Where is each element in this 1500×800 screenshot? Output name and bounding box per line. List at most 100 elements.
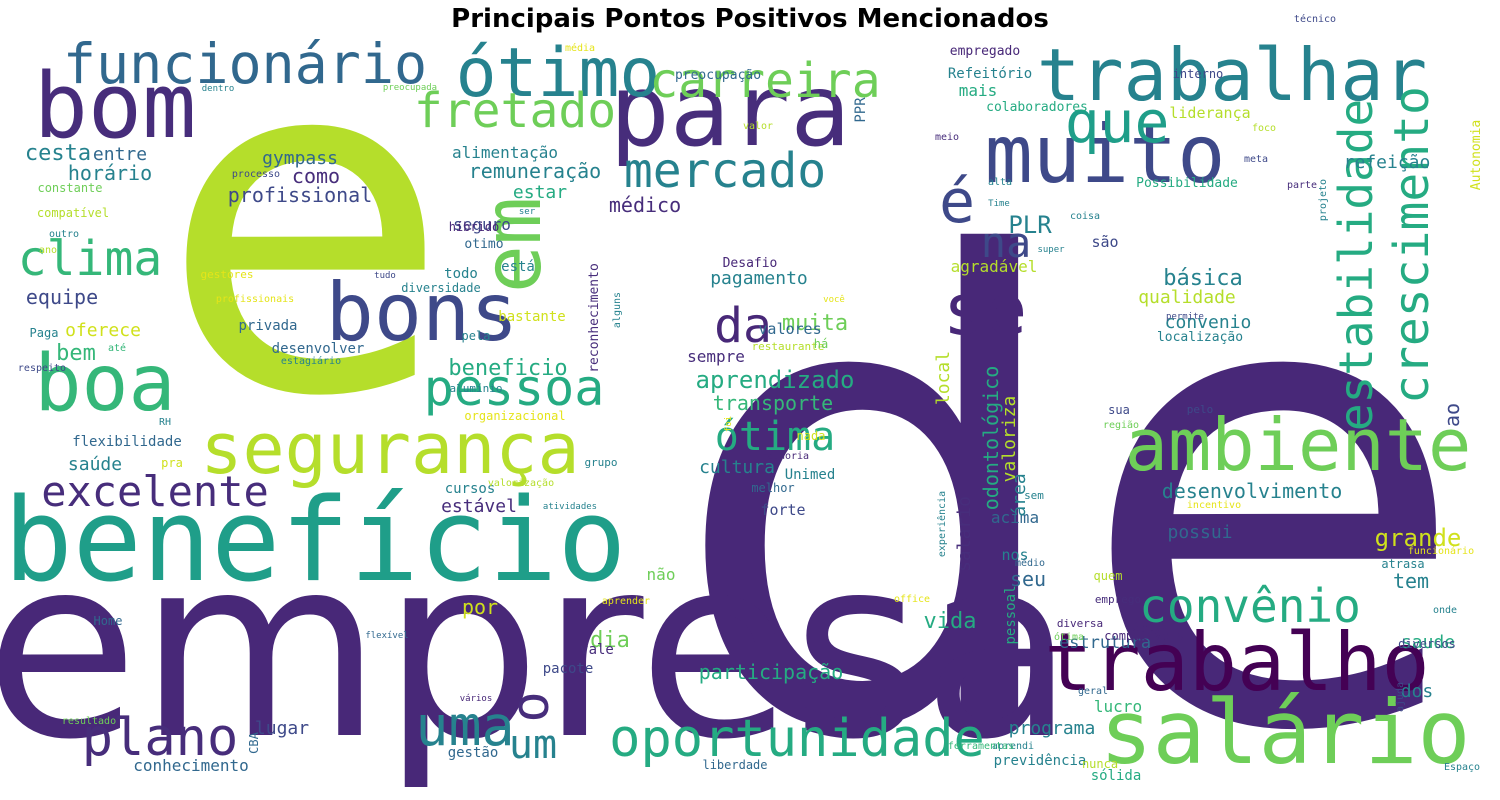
cloud-word: gympass — [262, 148, 338, 169]
cloud-word: melhor — [751, 481, 794, 495]
cloud-word: salário — [1100, 681, 1471, 784]
cloud-word: quem — [1094, 569, 1123, 583]
cloud-word: estagiário — [281, 355, 341, 367]
cloud-word: onde — [1433, 605, 1457, 616]
cloud-word: preocupada — [383, 83, 437, 93]
cloud-word: remuneração — [469, 159, 601, 183]
cloud-word: flexibilidade — [72, 434, 182, 450]
cloud-word: estável — [441, 496, 517, 517]
cloud-word: bem — [56, 341, 96, 366]
cloud-word: alta — [988, 177, 1012, 188]
cloud-word: meio — [935, 132, 959, 143]
cloud-word: valorização — [488, 478, 554, 489]
cloud-word: sem — [1024, 489, 1044, 502]
cloud-word: participação — [699, 660, 844, 684]
cloud-word: saúde — [68, 454, 122, 475]
cloud-word: convenio — [1165, 312, 1252, 333]
cloud-word: coisa — [1070, 211, 1100, 222]
cloud-word: gestão — [448, 745, 499, 761]
cloud-word: aprendizado — [696, 366, 855, 394]
cloud-word: médio — [1015, 557, 1045, 569]
cloud-word: pelo — [1187, 403, 1214, 416]
cloud-word: gestores — [201, 268, 254, 281]
cloud-word: há — [814, 337, 828, 351]
cloud-word: odontológico — [979, 366, 1003, 511]
cloud-word: valores — [758, 320, 821, 338]
cloud-word: RH — [159, 417, 171, 428]
cloud-word: trabalho — [1044, 616, 1429, 709]
cloud-word: ajuda — [1395, 682, 1406, 712]
cloud-word: entre — [93, 144, 147, 165]
cloud-word: valor — [743, 121, 773, 132]
cloud-word: desenvolvimento — [1162, 479, 1343, 503]
cloud-word: conhecimento — [133, 756, 249, 775]
cloud-word: aprender — [602, 596, 650, 607]
cloud-word: pessoa — [424, 359, 605, 417]
cloud-word: compatível — [37, 206, 109, 220]
cloud-word: previdência — [994, 753, 1087, 769]
cloud-word: bom — [34, 54, 197, 159]
cloud-word: trabalhar — [1037, 33, 1427, 117]
cloud-word: uma — [415, 694, 514, 758]
cloud-word: empresa — [0, 503, 1075, 794]
cloud-word: oportunidade — [609, 709, 985, 769]
cloud-word: bastante — [498, 309, 565, 325]
cloud-word: sólida — [1091, 768, 1142, 784]
cloud-word: Time — [988, 199, 1010, 209]
cloud-word: estabilidade — [1329, 99, 1383, 431]
cloud-word: técnico — [1294, 13, 1336, 25]
cloud-word: se — [943, 269, 1027, 351]
cloud-word: alumínio — [450, 382, 503, 395]
cloud-word: colaboradores — [986, 100, 1088, 115]
cloud-word: Unimed — [785, 467, 836, 483]
cloud-word: programa — [1009, 718, 1096, 739]
cloud-word: processo — [232, 169, 280, 180]
cloud-word: muita — [782, 311, 848, 336]
cloud-word: nada — [797, 429, 826, 443]
cloud-word: melhoria — [761, 451, 809, 462]
cloud-word: ambiente — [1125, 403, 1472, 487]
cloud-word: em — [466, 197, 559, 293]
cloud-word: lucro — [1094, 697, 1142, 716]
cloud-word: o — [501, 691, 561, 722]
cloud-word: beneficio — [448, 356, 567, 381]
cloud-word: meta — [1244, 154, 1268, 165]
cloud-word: alguns — [612, 292, 623, 328]
cloud-word: foi — [724, 416, 734, 432]
cloud-word: projeto — [1318, 179, 1329, 221]
cloud-word: Refeitório — [948, 66, 1032, 82]
cloud-word: forte — [760, 501, 805, 519]
cloud-word: Autonomia — [1469, 120, 1484, 190]
cloud-word: geral — [1078, 686, 1108, 697]
cloud-word: clima — [18, 231, 163, 287]
cloud-word: são — [1091, 233, 1118, 251]
cloud-word: pacote — [543, 661, 594, 677]
cloud-word: mercado — [624, 143, 826, 199]
cloud-word: transporte — [713, 391, 833, 415]
cloud-word: segurança — [200, 408, 579, 490]
cloud-word: cesta — [25, 141, 91, 166]
cloud-word: nos — [1001, 546, 1028, 564]
cloud-word: ótima — [715, 414, 835, 460]
cloud-word: CBA — [247, 731, 261, 753]
cloud-word: equipe — [26, 285, 98, 309]
cloud-word: todo — [444, 266, 478, 282]
cloud-word: sempre — [687, 347, 745, 366]
cloud-word: vários — [460, 694, 493, 704]
cloud-word: Possibilidade — [1136, 176, 1238, 191]
cloud-word: estar — [513, 182, 567, 203]
cloud-word: médico — [609, 193, 681, 217]
cloud-word: carreira — [649, 53, 880, 109]
cloud-word: ótima — [1054, 631, 1084, 643]
cloud-word: restaurante — [752, 340, 825, 353]
cloud-word: básica — [1163, 266, 1242, 291]
cloud-word: reconhecimento — [587, 263, 602, 373]
cloud-word: tudo — [374, 271, 396, 281]
cloud-word: nunca — [1082, 757, 1118, 771]
cloud-word: excelente — [41, 467, 269, 516]
cloud-word: profissionais — [216, 294, 294, 305]
cloud-word: refeição — [1344, 152, 1431, 173]
cloud-word: qualidade — [1138, 287, 1236, 308]
cloud-word: Home — [94, 614, 123, 628]
cloud-word: diversos — [1398, 637, 1456, 651]
